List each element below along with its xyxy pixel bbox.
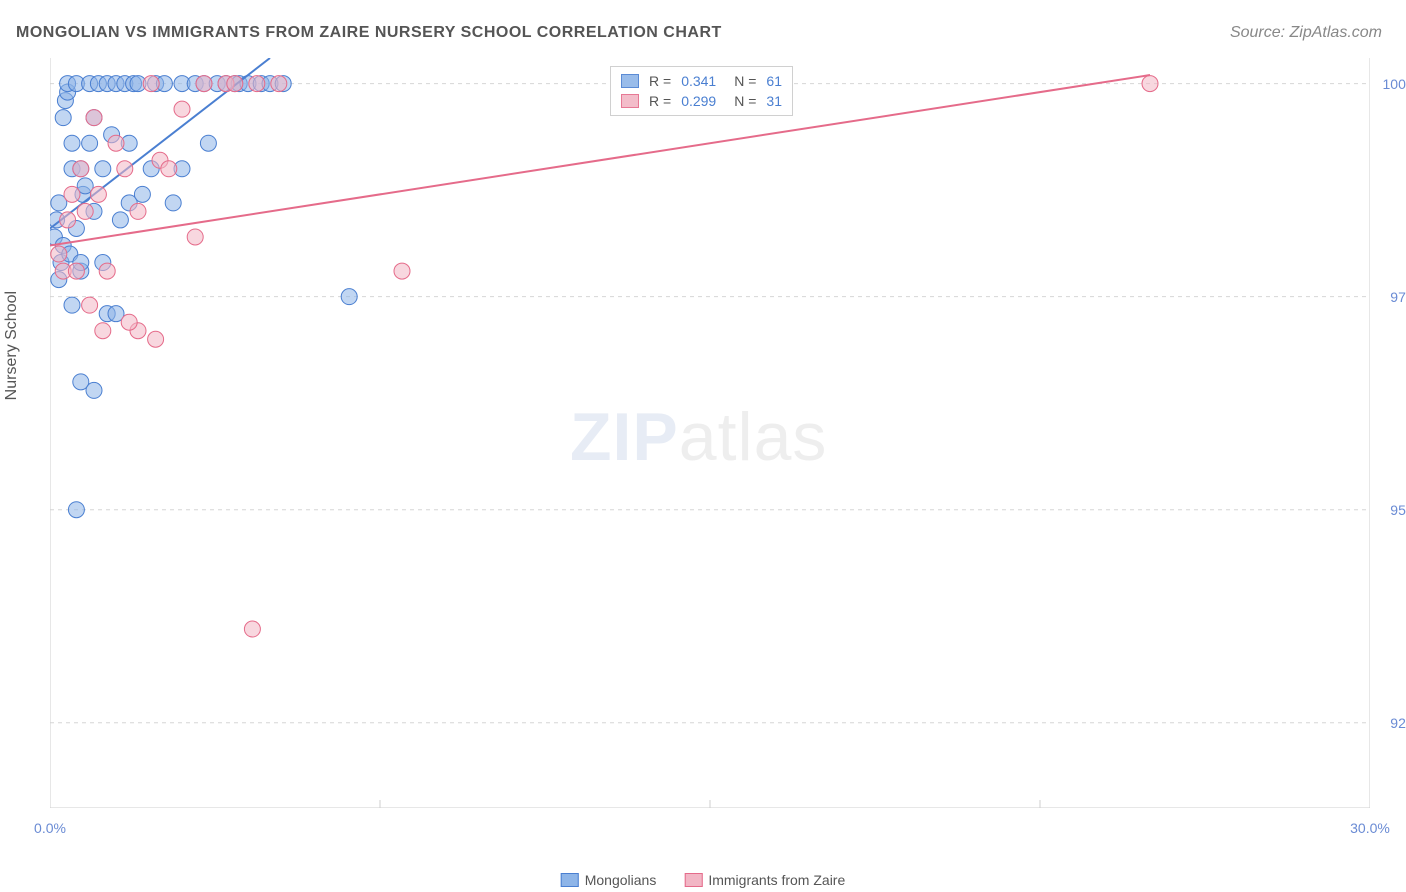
data-point [77,203,93,219]
data-point [117,161,133,177]
data-point [143,76,159,92]
data-point [82,135,98,151]
y-axis-label: Nursery School [3,291,21,400]
data-point [244,621,260,637]
data-point [227,76,243,92]
scatter-plot [50,58,1370,808]
data-point [200,135,216,151]
legend-r-label: R = [649,93,671,109]
data-point [90,186,106,202]
legend-r-value: 0.341 [681,73,716,89]
data-point [64,297,80,313]
legend-n-label: N = [734,93,756,109]
legend-swatch [684,873,702,887]
data-point [394,263,410,279]
legend-item: Mongolians [561,872,657,888]
data-point [68,502,84,518]
data-point [73,161,89,177]
data-point [271,76,287,92]
data-point [196,76,212,92]
y-tick-label: 97.5% [1390,289,1406,305]
data-point [95,323,111,339]
data-point [174,101,190,117]
data-point [82,297,98,313]
x-tick-label: 30.0% [1350,820,1390,836]
data-point [1142,76,1158,92]
data-point [249,76,265,92]
data-point [112,212,128,228]
data-point [187,229,203,245]
legend-swatch [621,74,639,88]
legend-label: Immigrants from Zaire [708,872,845,888]
data-point [60,212,76,228]
source-label: Source: ZipAtlas.com [1230,24,1382,42]
data-point [86,382,102,398]
legend-n-label: N = [734,73,756,89]
legend-swatch [621,94,639,108]
data-point [341,289,357,305]
legend-r-value: 0.299 [681,93,716,109]
data-point [86,110,102,126]
data-point [68,263,84,279]
data-point [51,246,67,262]
legend-r-label: R = [649,73,671,89]
y-tick-label: 100.0% [1383,76,1406,92]
legend-row: R = 0.341 N = 61 [611,71,792,91]
legend-row: R = 0.299 N = 31 [611,91,792,111]
series-legend: Mongolians Immigrants from Zaire [561,872,846,888]
x-tick-label: 0.0% [34,820,66,836]
data-point [64,186,80,202]
data-point [95,161,111,177]
data-point [121,314,137,330]
correlation-legend: R = 0.341 N = 61 R = 0.299 N = 31 [610,66,793,116]
data-point [108,135,124,151]
y-tick-label: 95.0% [1390,502,1406,518]
data-point [148,331,164,347]
data-point [161,161,177,177]
data-point [130,203,146,219]
legend-item: Immigrants from Zaire [684,872,845,888]
legend-n-value: 31 [766,93,782,109]
data-point [55,110,71,126]
data-point [99,263,115,279]
data-point [134,186,150,202]
data-point [64,135,80,151]
legend-label: Mongolians [585,872,657,888]
legend-n-value: 61 [766,73,782,89]
chart-area: ZIPatlas R = 0.341 N = 61 R = 0.299 N = … [50,58,1370,808]
y-tick-label: 92.5% [1390,715,1406,731]
data-point [165,195,181,211]
chart-title: MONGOLIAN VS IMMIGRANTS FROM ZAIRE NURSE… [16,24,722,42]
legend-swatch [561,873,579,887]
